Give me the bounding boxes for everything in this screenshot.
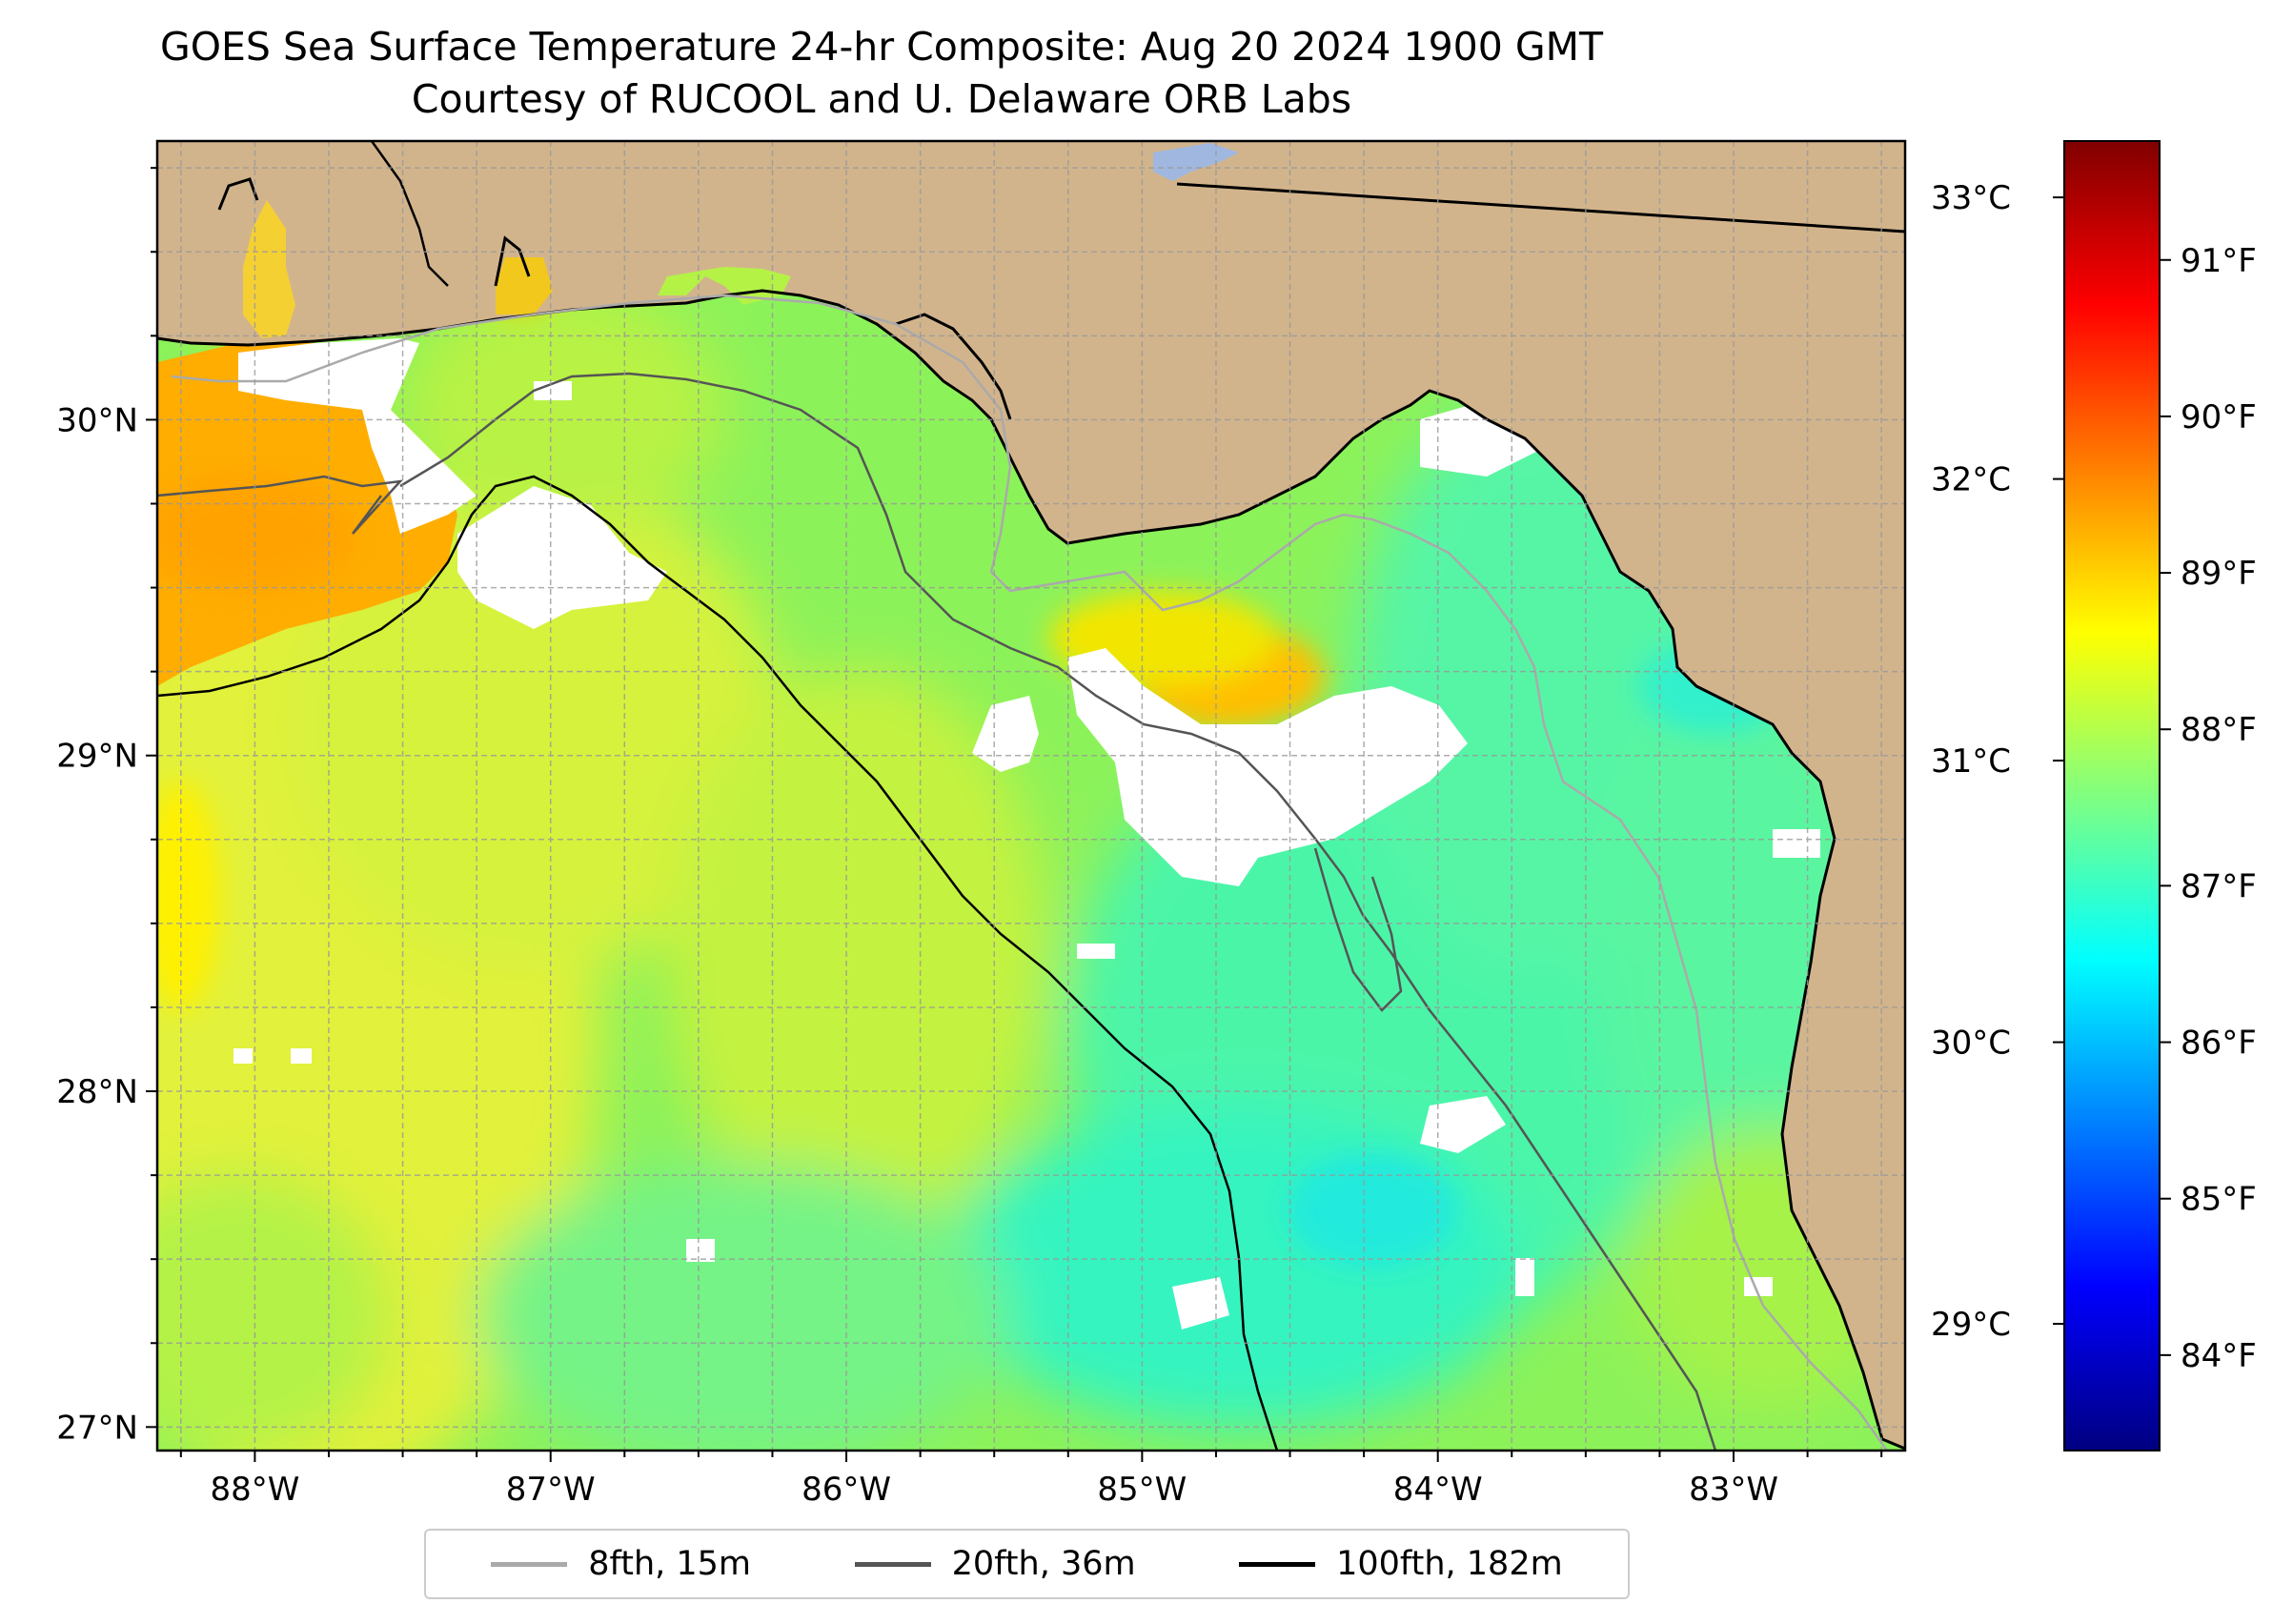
legend-label: 8fth, 15m [588, 1545, 752, 1583]
title-line-1: GOES Sea Surface Temperature 24-hr Compo… [159, 24, 1604, 70]
lon-tick-label: 84°W [1393, 1471, 1483, 1509]
legend-label: 20fth, 36m [951, 1545, 1136, 1583]
lon-tick-label: 85°W [1097, 1471, 1187, 1509]
no-data-patches [233, 338, 1820, 1330]
celsius-label: 31°C [1931, 742, 2011, 781]
map-frame [155, 139, 1907, 1452]
lat-tick-label: 30°N [56, 401, 138, 439]
celsius-label: 32°C [1931, 461, 2011, 499]
fahrenheit-label: 90°F [2181, 398, 2257, 436]
celsius-label: 29°C [1931, 1306, 2011, 1344]
fahrenheit-label: 86°F [2181, 1025, 2257, 1063]
axis-ticks: 88°W 87°W 86°W 85°W 84°W 83°W 27°N 28°N 29°N 30°N [56, 167, 1883, 1509]
contour-8fth [171, 294, 1889, 1451]
fahrenheit-label: 89°F [2181, 555, 2257, 593]
chart-title: GOES Sea Surface Temperature 24-hr Compo… [0, 21, 1763, 126]
lat-tick-label: 29°N [56, 738, 138, 776]
depth-legend: 8fth, 15m 20fth, 36m 100fth, 182m [424, 1529, 1630, 1599]
fahrenheit-label: 84°F [2181, 1337, 2257, 1375]
land [157, 141, 1905, 1451]
fahrenheit-label: 88°F [2181, 711, 2257, 749]
fahrenheit-label: 91°F [2181, 242, 2257, 280]
celsius-label: 30°C [1931, 1025, 2011, 1063]
legend-item: 20fth, 36m [854, 1545, 1136, 1583]
fahrenheit-label: 87°F [2181, 867, 2257, 905]
fahrenheit-label: 85°F [2181, 1181, 2257, 1219]
legend-line-swatch [491, 1561, 568, 1567]
legend-item: 100fth, 182m [1239, 1545, 1563, 1583]
legend-item: 8fth, 15m [491, 1545, 751, 1583]
colorbar: 33°C 32°C 31°C 30°C 29°C 91°F 90°F 89°F 88°F 87°F… [1931, 140, 2257, 1451]
contour-20fth [399, 372, 1717, 1451]
lon-tick-label: 83°W [1689, 1471, 1778, 1509]
map-area [157, 141, 1905, 1451]
legend-line-swatch [1239, 1561, 1316, 1567]
lat-tick-label: 27°N [56, 1409, 138, 1447]
lon-tick-label: 88°W [210, 1471, 299, 1509]
lon-tick-label: 87°W [506, 1471, 596, 1509]
lat-tick-label: 28°N [56, 1073, 138, 1111]
colorbar-ticks: 33°C 32°C 31°C 30°C 29°C 91°F 90°F 89°F 88°F 87°F… [1931, 179, 2257, 1375]
lon-tick-label: 86°W [802, 1471, 891, 1509]
legend-line-swatch [854, 1561, 931, 1567]
title-line-2: Courtesy of RUCOOL and U. Delaware ORB L… [411, 76, 1352, 122]
legend-label: 100fth, 182m [1336, 1545, 1563, 1583]
colorbar-bar [2063, 140, 2161, 1451]
gridlines [157, 141, 1905, 1451]
celsius-label: 33°C [1931, 179, 2011, 217]
